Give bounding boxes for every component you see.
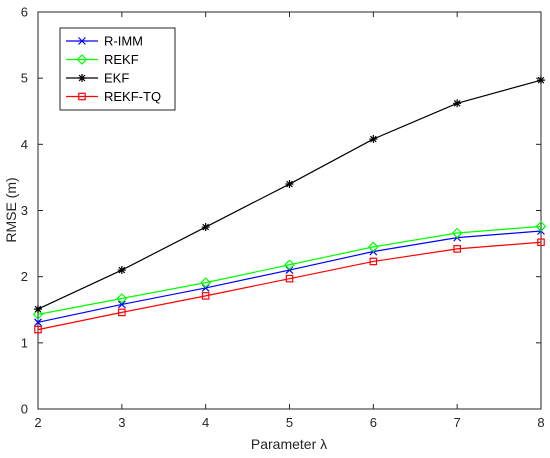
x-tick-label: 3 (118, 415, 125, 430)
y-tick-label: 1 (21, 335, 28, 350)
legend-marker (78, 74, 86, 82)
data-point-rekf (32, 309, 44, 320)
data-point-rekf-tq (34, 325, 42, 334)
axis-ticks: 2 3 4 5 6 7 8 0 1 2 3 4 5 6 (21, 5, 545, 431)
legend-label: REKF-TQ (104, 89, 161, 104)
data-point-ekf (34, 305, 42, 314)
legend-item-rekf-tq: REKF-TQ (66, 89, 161, 104)
series-line-rekf-tq (37, 241, 542, 331)
data-point-rekf-tq (369, 257, 378, 266)
data-point-rekf-tq (201, 292, 210, 300)
series-ekf (34, 76, 545, 314)
y-tick-label: 4 (21, 137, 28, 152)
data-point-ekf (453, 99, 462, 108)
legend-item-ekf: EKF (66, 71, 129, 86)
legend: R-IMM REKF EKF REKF-TQ (59, 27, 176, 111)
x-tick-label: 5 (286, 415, 293, 430)
data-point-ekf (369, 135, 378, 144)
y-axis-label: RMSE (m) (3, 177, 19, 242)
series-rekf-tq (34, 238, 545, 334)
y-tick-label: 6 (21, 5, 28, 20)
data-point-ekf (285, 180, 294, 189)
y-tick-label: 3 (21, 203, 28, 218)
y-tick-label: 0 (21, 402, 28, 417)
x-tick-label: 4 (202, 415, 209, 430)
data-point-ekf (537, 76, 545, 85)
data-point-r-imm (117, 300, 126, 309)
data-point-rekf (451, 227, 463, 239)
series-line-rekf (37, 225, 542, 315)
data-point-rekf-tq (537, 238, 545, 247)
legend-item-rekf: REKF (66, 52, 139, 67)
legend-label: EKF (104, 71, 129, 86)
data-point-r-imm (34, 318, 42, 327)
x-tick-label: 7 (454, 415, 461, 430)
data-point-rekf (116, 293, 128, 304)
data-point-ekf (201, 223, 210, 232)
legend-label: R-IMM (104, 34, 143, 49)
legend-item-r-imm: R-IMM (66, 34, 143, 49)
data-point-rekf-tq (453, 245, 461, 253)
x-tick-label: 8 (537, 415, 544, 430)
data-point-rekf (535, 221, 547, 232)
data-point-rekf (200, 277, 212, 288)
y-tick-label: 5 (21, 71, 28, 86)
legend-marker (76, 54, 88, 65)
data-point-rekf (367, 241, 379, 253)
legend-marker (78, 37, 86, 45)
x-tick-label: 2 (34, 415, 41, 430)
series-rekf (32, 221, 547, 320)
legend-label: REKF (104, 52, 139, 67)
y-tick-label: 2 (21, 269, 28, 284)
data-point-ekf (117, 266, 126, 275)
series-layer (32, 76, 547, 334)
data-point-rekf-tq (118, 308, 126, 317)
data-point-rekf-tq (285, 274, 294, 283)
x-tick-label: 6 (370, 415, 377, 430)
data-point-rekf (284, 259, 295, 271)
legend-marker (78, 92, 86, 101)
x-axis-label: Parameter λ (251, 436, 327, 452)
